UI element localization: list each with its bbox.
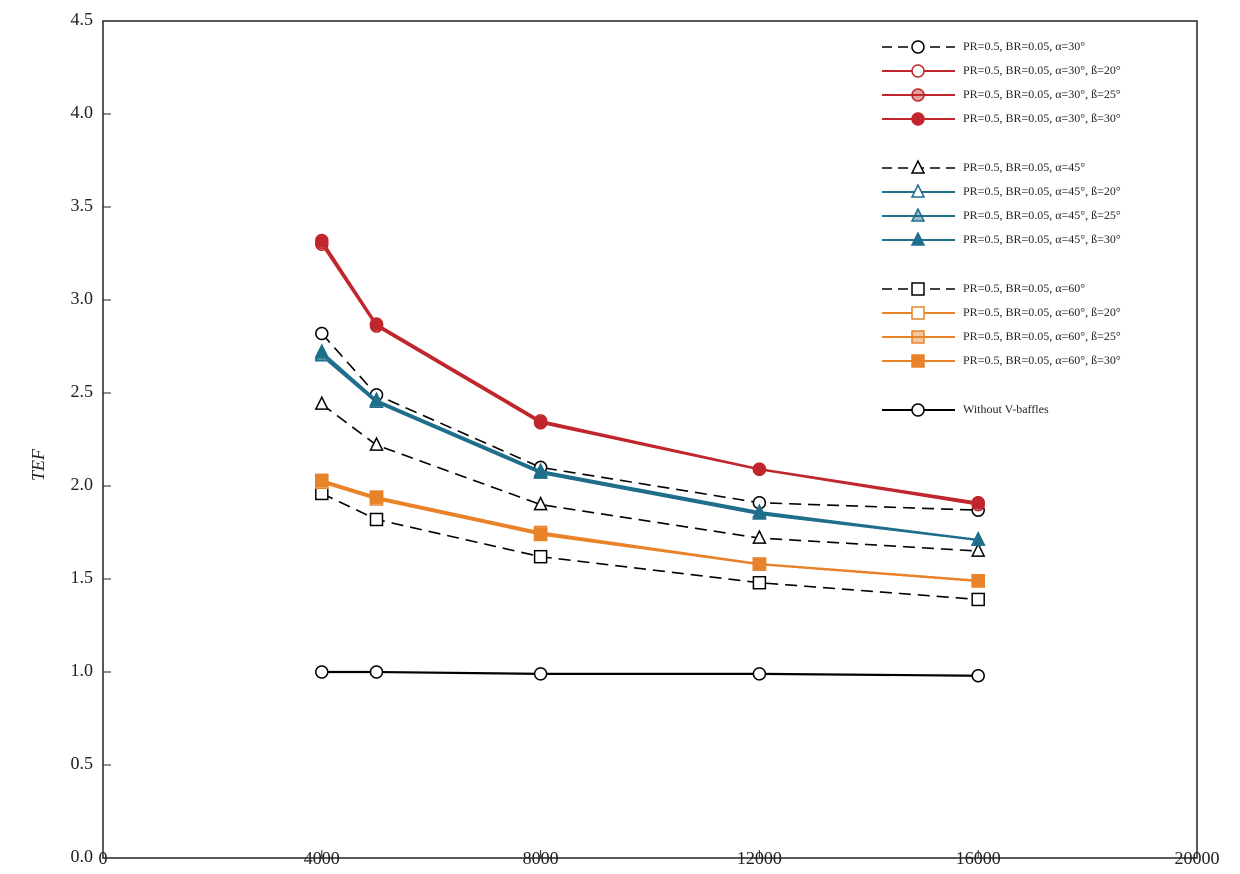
marker (315, 326, 329, 341)
x-tick-label: 4000 (304, 848, 340, 868)
marker (369, 436, 384, 451)
marker (314, 343, 330, 358)
marker (533, 549, 548, 564)
marker (315, 665, 329, 679)
y-tick-label: 4.5 (71, 9, 94, 29)
marker (971, 668, 985, 683)
legend-marker (910, 183, 926, 198)
marker (752, 575, 767, 590)
marker (369, 512, 384, 527)
series-line (320, 243, 979, 506)
x-tick-label: 0 (99, 848, 108, 868)
y-tick-label: 1.5 (71, 567, 94, 587)
legend-label: PR=0.5, BR=0.05, α=60° (963, 281, 1085, 295)
series-line (321, 670, 979, 677)
marker (533, 464, 548, 479)
y-tick-label: 0.0 (71, 846, 94, 866)
legend-label: PR=0.5, BR=0.05, α=60°, ß=25° (963, 329, 1121, 343)
legend-label: PR=0.5, BR=0.05, α=45°, ß=30° (963, 232, 1121, 246)
series-line (320, 239, 979, 504)
marker (752, 462, 767, 477)
series-line (321, 354, 979, 542)
series-line (321, 479, 979, 582)
marker (971, 574, 985, 588)
legend-label: PR=0.5, BR=0.05, α=45°, ß=25° (963, 208, 1121, 222)
x-tick-label: 12000 (737, 848, 782, 868)
marker (533, 527, 548, 542)
y-tick-label: 0.5 (71, 753, 94, 773)
legend-label: PR=0.5, BR=0.05, α=60°, ß=30° (963, 353, 1121, 367)
series-line (321, 403, 979, 552)
marker (315, 473, 329, 488)
legend-marker (911, 354, 925, 368)
marker (369, 490, 384, 504)
legend-marker (911, 282, 925, 296)
marker (752, 667, 767, 681)
y-tick-label: 2.5 (71, 381, 94, 401)
legend-marker (911, 403, 925, 417)
legend-marker (911, 330, 925, 344)
marker (533, 495, 548, 511)
marker (369, 391, 384, 407)
marker (314, 395, 330, 410)
series-line (320, 241, 979, 504)
marker (533, 416, 548, 430)
y-tick-label: 1.0 (71, 660, 94, 680)
marker (315, 486, 329, 501)
legend-label: PR=0.5, BR=0.05, α=60°, ß=20° (963, 305, 1121, 319)
marker (970, 542, 986, 557)
marker (315, 233, 329, 248)
legend-marker (911, 306, 925, 320)
marker (971, 592, 985, 607)
series-line (321, 332, 979, 511)
marker (533, 667, 548, 681)
legend-label: Without V-baffles (963, 402, 1049, 416)
legend-marker (911, 64, 925, 78)
marker (752, 529, 767, 544)
legend-marker (911, 40, 925, 54)
legend-marker (911, 112, 925, 126)
marker (971, 495, 985, 510)
x-tick-label: 8000 (523, 848, 559, 868)
x-tick-label: 16000 (956, 848, 1001, 868)
y-axis-label: TEF (28, 448, 48, 481)
legend-label: PR=0.5, BR=0.05, α=30° (963, 39, 1085, 53)
y-tick-label: 4.0 (71, 102, 94, 122)
legend-label: PR=0.5, BR=0.05, α=45°, ß=20° (963, 184, 1121, 198)
series-line (321, 481, 979, 582)
legend-label: PR=0.5, BR=0.05, α=45° (963, 160, 1085, 174)
legend-marker (910, 231, 926, 246)
marker (970, 531, 986, 546)
y-tick-label: 3.0 (71, 288, 94, 308)
marker (369, 665, 384, 679)
legend-label: PR=0.5, BR=0.05, α=30°, ß=30° (963, 111, 1121, 125)
marker (369, 317, 384, 331)
y-tick-label: 2.0 (71, 474, 94, 494)
series-line (321, 479, 979, 582)
legend-label: PR=0.5, BR=0.05, α=30°, ß=25° (963, 87, 1121, 101)
plot-frame (102, 20, 1198, 859)
marker (752, 557, 767, 571)
y-tick-label: 3.5 (71, 195, 94, 215)
legend-label: PR=0.5, BR=0.05, α=30°, ß=20° (963, 63, 1121, 77)
legend-marker (910, 159, 926, 174)
legend-marker (911, 88, 925, 102)
marker (752, 505, 767, 520)
x-tick-label: 20000 (1175, 848, 1220, 868)
legend-marker (910, 207, 926, 222)
